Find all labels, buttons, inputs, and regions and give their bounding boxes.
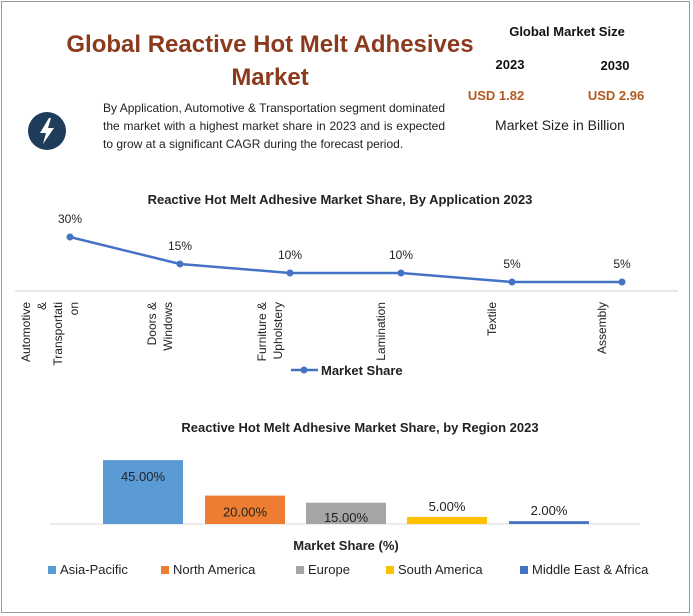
tick-label: on xyxy=(67,302,81,315)
bar xyxy=(103,460,183,524)
kpi-heading: Global Market Size xyxy=(509,24,625,39)
data-point xyxy=(508,278,516,286)
bar xyxy=(205,495,285,524)
tick-label: Upholstery xyxy=(271,302,285,359)
data-label: 30% xyxy=(58,212,82,226)
tick-label: Assembly xyxy=(595,302,609,354)
kpi-year-2030: 2030 xyxy=(600,58,630,73)
tick-label: Lamination xyxy=(374,302,388,361)
lightning-bolt-glyph xyxy=(40,118,54,144)
series-line-market-share xyxy=(69,235,622,284)
legend-swatch xyxy=(161,566,169,574)
x-axis-title: Market Share (%) xyxy=(293,538,398,553)
data-point xyxy=(286,269,294,277)
data-label: 15.00% xyxy=(324,510,369,525)
legend-swatch xyxy=(386,566,394,574)
legend-label: Asia-Pacific xyxy=(60,562,128,577)
data-label: 15% xyxy=(168,239,192,253)
legend-label: South America xyxy=(398,562,483,577)
bar xyxy=(407,516,487,524)
kpi-value-2030: USD 2.96 xyxy=(587,88,645,103)
legend-swatch xyxy=(48,566,56,574)
region-chart-title: Reactive Hot Melt Adhesive Market Share,… xyxy=(181,420,539,435)
application-line-chart: 30% 15% 10% 10% 5% 5% Automotive & Transportati o… xyxy=(15,212,678,378)
region-bar-chart: 45.00% 20.00% 15.00% 5.00% 2.00% Market Share… xyxy=(48,460,649,577)
data-label: 20.00% xyxy=(223,505,268,520)
data-label: 2.00% xyxy=(531,503,568,518)
legend-label: North America xyxy=(173,562,256,577)
legend-label: Europe xyxy=(308,562,350,577)
kpi-unit-note: Market Size in Billion xyxy=(495,117,625,133)
tick-label: Textile xyxy=(485,302,499,336)
application-chart-title: Reactive Hot Melt Adhesive Market Share,… xyxy=(147,192,533,207)
tick-label: Transportati xyxy=(51,302,65,366)
tick-label: & xyxy=(35,302,49,310)
data-label: 45.00% xyxy=(121,469,166,484)
tick-label: Automotive xyxy=(19,302,33,362)
tick-label: Doors & xyxy=(145,302,159,345)
kpi-value-2023: USD 1.82 xyxy=(467,88,525,103)
bar xyxy=(306,502,386,524)
data-label: 10% xyxy=(389,248,413,262)
legend-swatch xyxy=(296,566,304,574)
data-point xyxy=(176,260,184,268)
tick-label: Furniture & xyxy=(255,302,269,361)
page-title: Global Reactive Hot Melt Adhesives Marke… xyxy=(66,31,474,91)
data-point xyxy=(618,278,626,286)
legend-swatch xyxy=(520,566,528,574)
data-label: 5.00% xyxy=(429,499,466,514)
data-label: 5% xyxy=(613,257,631,271)
data-point xyxy=(66,233,74,241)
lightning-bolt-icon xyxy=(28,112,66,150)
kpi-year-2023: 2023 xyxy=(495,57,525,72)
legend-label: Market Share xyxy=(321,363,403,378)
data-label: 10% xyxy=(278,248,302,262)
data-point xyxy=(397,269,405,277)
tick-label: Windows xyxy=(161,302,175,351)
data-label: 5% xyxy=(503,257,521,271)
bar xyxy=(509,521,589,524)
legend-label: Middle East & Africa xyxy=(532,562,649,577)
legend-swatch-marker xyxy=(300,366,308,374)
summary-text: By Application, Automotive & Transportat… xyxy=(103,101,445,151)
